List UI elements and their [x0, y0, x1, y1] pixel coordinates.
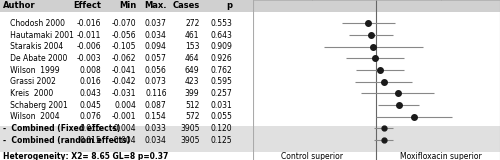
Bar — [0, 126, 252, 152]
Text: De Abate 2000: De Abate 2000 — [2, 54, 67, 63]
Text: 649: 649 — [185, 66, 200, 75]
Text: 461: 461 — [185, 31, 200, 40]
Text: 0.553: 0.553 — [210, 19, 233, 28]
Text: -0.042: -0.042 — [112, 77, 136, 86]
Text: 0.037: 0.037 — [145, 19, 167, 28]
Text: -0.004: -0.004 — [112, 124, 136, 133]
Text: Heterogeneity: X2= 8.65 GL=8 p=0.37: Heterogeneity: X2= 8.65 GL=8 p=0.37 — [2, 152, 168, 160]
Text: 464: 464 — [185, 54, 200, 63]
Text: -  Combined (Fixed effects): - Combined (Fixed effects) — [2, 124, 120, 133]
Text: 0.015: 0.015 — [79, 136, 101, 145]
Text: 0.762: 0.762 — [210, 66, 233, 75]
Text: Min: Min — [119, 1, 136, 10]
Text: Hautamaki 2001: Hautamaki 2001 — [2, 31, 74, 40]
Text: Moxifloxacin superior: Moxifloxacin superior — [400, 152, 481, 160]
Text: 0.595: 0.595 — [210, 77, 233, 86]
Text: -0.001: -0.001 — [112, 112, 136, 121]
Text: 0.015: 0.015 — [79, 124, 101, 133]
Text: 0.034: 0.034 — [145, 31, 167, 40]
Text: 0.909: 0.909 — [210, 42, 233, 51]
Bar — [0, 0, 252, 12]
Text: -0.105: -0.105 — [112, 42, 136, 51]
Text: -0.004: -0.004 — [112, 136, 136, 145]
Text: 0.073: 0.073 — [145, 77, 167, 86]
Bar — [252, 0, 500, 12]
Text: Control superior: Control superior — [281, 152, 343, 160]
Text: Wilson  1999: Wilson 1999 — [2, 66, 59, 75]
Text: 0.154: 0.154 — [145, 112, 167, 121]
Text: Effect: Effect — [73, 1, 101, 10]
Text: 0.076: 0.076 — [79, 112, 101, 121]
Text: 0.055: 0.055 — [210, 112, 233, 121]
Text: -0.062: -0.062 — [112, 54, 136, 63]
Bar — [252, 126, 500, 152]
Text: 0.004: 0.004 — [114, 101, 136, 110]
Text: 0.045: 0.045 — [79, 101, 101, 110]
Text: 3905: 3905 — [180, 124, 200, 133]
Text: Cases: Cases — [172, 1, 200, 10]
Text: p: p — [226, 1, 232, 10]
Text: 0.926: 0.926 — [210, 54, 233, 63]
Text: 0.257: 0.257 — [210, 89, 233, 98]
Text: 0.016: 0.016 — [79, 77, 101, 86]
Text: -  Combined (random effects): - Combined (random effects) — [2, 136, 130, 145]
Text: 0.056: 0.056 — [145, 66, 167, 75]
Text: 0.031: 0.031 — [210, 101, 233, 110]
Text: -0.016: -0.016 — [76, 19, 101, 28]
Text: 0.034: 0.034 — [145, 136, 167, 145]
Text: -0.006: -0.006 — [76, 42, 101, 51]
Text: 0.120: 0.120 — [210, 124, 233, 133]
Text: 0.033: 0.033 — [145, 124, 167, 133]
Text: Grassi 2002: Grassi 2002 — [2, 77, 56, 86]
Text: 512: 512 — [185, 101, 200, 110]
Text: 0.125: 0.125 — [210, 136, 233, 145]
Text: Author: Author — [2, 1, 35, 10]
Text: -0.031: -0.031 — [112, 89, 136, 98]
Text: 572: 572 — [185, 112, 200, 121]
Text: Chodosh 2000: Chodosh 2000 — [2, 19, 64, 28]
Text: 0.057: 0.057 — [145, 54, 167, 63]
Text: 0.643: 0.643 — [210, 31, 233, 40]
Text: -0.011: -0.011 — [76, 31, 101, 40]
Text: 3905: 3905 — [180, 136, 200, 145]
Text: Wilson  2004: Wilson 2004 — [2, 112, 59, 121]
Text: 0.043: 0.043 — [79, 89, 101, 98]
Text: 272: 272 — [185, 19, 200, 28]
Text: 399: 399 — [185, 89, 200, 98]
Text: -0.041: -0.041 — [112, 66, 136, 75]
Text: Starakis 2004: Starakis 2004 — [2, 42, 63, 51]
Text: Schaberg 2001: Schaberg 2001 — [2, 101, 68, 110]
Text: 153: 153 — [185, 42, 200, 51]
Text: -0.003: -0.003 — [76, 54, 101, 63]
Text: 0.008: 0.008 — [79, 66, 101, 75]
Text: 0.087: 0.087 — [145, 101, 167, 110]
Text: Kreis  2000: Kreis 2000 — [2, 89, 53, 98]
Text: 0.116: 0.116 — [145, 89, 167, 98]
Text: 0.094: 0.094 — [145, 42, 167, 51]
Text: -0.056: -0.056 — [112, 31, 136, 40]
Text: Max.: Max. — [144, 1, 167, 10]
Text: 423: 423 — [185, 77, 200, 86]
Text: -0.070: -0.070 — [112, 19, 136, 28]
